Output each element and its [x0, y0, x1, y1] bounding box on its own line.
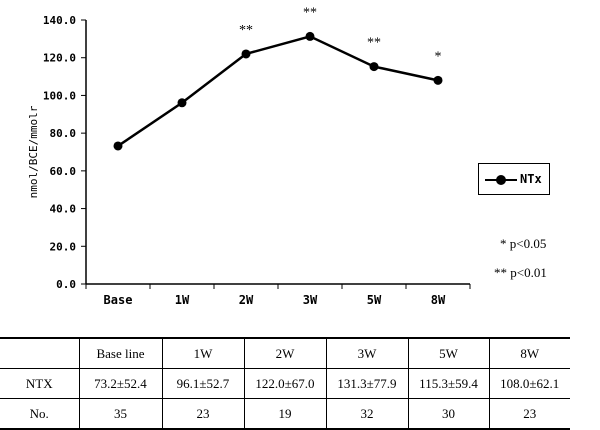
significance-markers: ******* [239, 5, 442, 64]
table-cell: 115.3±59.4 [407, 368, 489, 399]
y-tick-label: 20.0 [50, 240, 77, 253]
table-cell: NTX [0, 368, 79, 399]
table-header-cell: 8W [488, 337, 570, 369]
y-axis-label: nmol/BCE/mmolr [27, 105, 40, 198]
y-tick-label: 120.0 [43, 52, 76, 65]
y-tick-label: 80.0 [50, 127, 77, 140]
x-tick-label: Base [104, 293, 133, 307]
table-header-row: Base line 1W 2W 3W 5W 8W [0, 337, 570, 369]
legend-marker [496, 175, 506, 185]
significance-marker: ** [367, 36, 381, 51]
table-cell: 96.1±52.7 [161, 368, 244, 399]
data-point [369, 62, 379, 72]
data-point [433, 75, 443, 85]
table-header-cell: 3W [325, 337, 408, 369]
note-p001: ** p<0.01 [494, 265, 547, 280]
y-tick-label: 40.0 [50, 203, 77, 216]
significance-marker: ** [303, 5, 317, 20]
table-header-cell: 1W [161, 337, 244, 369]
data-table: Base line 1W 2W 3W 5W 8W NTX 73.2±52.4 9… [0, 337, 570, 430]
data-point [177, 98, 187, 108]
table-header-cell: Base line [78, 337, 162, 369]
table-header-cell: 2W [243, 337, 326, 369]
y-tick-label: 140.0 [43, 14, 76, 27]
table-header-cell [0, 337, 79, 369]
x-axis: Base 1W 2W 3W 5W 8W [85, 283, 471, 307]
table-cell: 35 [78, 398, 162, 430]
x-tick-label: 3W [303, 293, 318, 307]
legend-label: NTx [520, 172, 542, 186]
x-tick-label: 1W [175, 293, 190, 307]
data-point [113, 141, 123, 151]
y-tick-label: 0.0 [56, 278, 76, 291]
table-cell: 32 [325, 398, 408, 430]
table-cell: 73.2±52.4 [78, 368, 162, 399]
legend: NTx [478, 163, 550, 195]
y-axis: 0.0 20.0 40.0 60.0 80.0 100.0 120.0 140.0 [43, 14, 87, 291]
table-cell: 23 [161, 398, 244, 430]
table-cell: 131.3±77.9 [325, 368, 408, 399]
y-tick-label: 60.0 [50, 165, 77, 178]
data-point [305, 31, 315, 41]
table-row: No. 35 23 19 32 30 23 [0, 398, 570, 430]
table-cell: 30 [407, 398, 489, 430]
x-tick-label: 5W [367, 293, 382, 307]
table-cell: 19 [243, 398, 326, 430]
note-p005: * p<0.05 [500, 236, 547, 251]
x-tick-label: 8W [431, 293, 446, 307]
line-chart: 0.0 20.0 40.0 60.0 80.0 100.0 120.0 140.0 Base 1… [27, 5, 471, 307]
table-cell: 122.0±67.0 [243, 368, 326, 399]
y-tick-label: 100.0 [43, 89, 76, 102]
table-cell: 108.0±62.1 [488, 368, 570, 399]
significance-marker: ** [239, 23, 253, 38]
table-cell: 23 [488, 398, 570, 430]
series-ntx [113, 31, 443, 151]
x-tick-label: 2W [239, 293, 254, 307]
significance-marker: * [435, 49, 442, 64]
table-cell: No. [0, 398, 79, 430]
table-header-cell: 5W [407, 337, 489, 369]
data-point [241, 49, 251, 59]
table-row: NTX 73.2±52.4 96.1±52.7 122.0±67.0 131.3… [0, 368, 570, 399]
series-line-ntx [117, 35, 439, 148]
